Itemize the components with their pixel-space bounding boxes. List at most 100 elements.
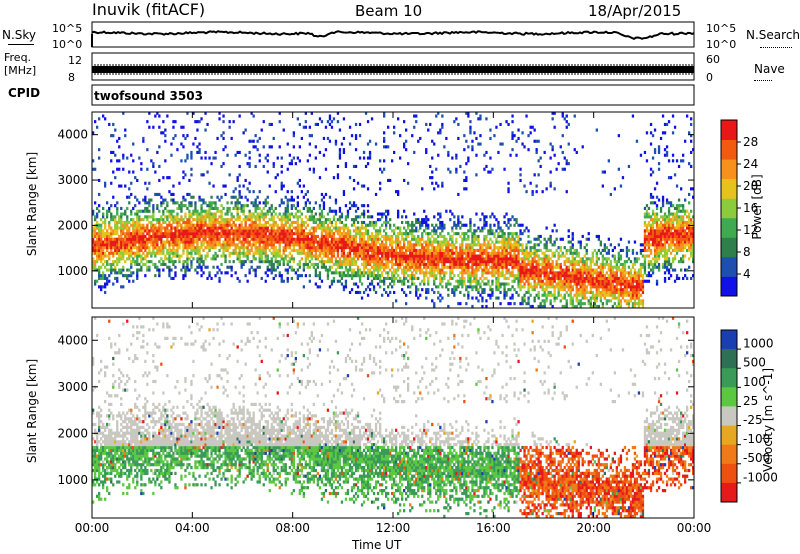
power-cell (140, 223, 143, 227)
power-cell (200, 156, 203, 160)
power-cell (511, 293, 514, 297)
power-cell (334, 142, 338, 146)
power-cell (144, 209, 147, 213)
power-cell (481, 248, 484, 252)
power-cell (387, 145, 390, 149)
power-cell (92, 265, 95, 269)
power-cell (310, 134, 313, 138)
power-cell (499, 122, 502, 126)
power-cell (136, 237, 139, 241)
power-cell (527, 279, 530, 283)
power-cell (483, 251, 486, 255)
power-cell (525, 257, 528, 261)
power-cell (228, 173, 231, 177)
power-cell (274, 232, 277, 236)
power-cell (314, 229, 317, 233)
power-cell (264, 254, 267, 258)
power-cell (483, 215, 486, 219)
power-cell (525, 248, 528, 252)
power-cell (541, 262, 544, 266)
power-cell (208, 243, 211, 247)
power-cell (284, 218, 287, 222)
power-cell (469, 226, 472, 230)
power-cell (290, 159, 293, 163)
power-cell (336, 176, 340, 180)
power-cell (336, 243, 340, 247)
power-cell (92, 243, 95, 247)
power-cell (314, 240, 317, 244)
power-cell (98, 254, 101, 258)
power-cell (230, 232, 233, 236)
power-cell (453, 243, 456, 247)
power-cell (182, 262, 185, 266)
power-cell (272, 237, 275, 241)
power-cell (360, 220, 364, 224)
power-cell (537, 268, 540, 272)
power-cell (182, 134, 185, 138)
power-cell (469, 128, 472, 132)
power-cell (340, 246, 344, 250)
power-cell (320, 243, 324, 247)
power-cell (348, 176, 352, 180)
power-cell (383, 276, 386, 280)
power-cell (94, 229, 97, 233)
power-cell (389, 226, 392, 230)
power-cell (132, 260, 135, 264)
power-cell (148, 204, 151, 208)
power-cell (322, 260, 326, 264)
power-cell (198, 148, 201, 152)
power-cell (429, 271, 432, 275)
power-cell (336, 260, 340, 264)
power-cell (272, 262, 275, 266)
power-cell (330, 254, 334, 258)
power-cell (188, 240, 191, 244)
power-cell (220, 223, 223, 227)
power-cell (218, 279, 221, 283)
power-cell (368, 139, 372, 143)
power-cell (356, 248, 360, 252)
power-cell (106, 212, 109, 216)
power-cell (376, 274, 380, 278)
power-cell (487, 246, 490, 250)
power-cell (397, 232, 400, 236)
power-cell (525, 276, 528, 280)
power-cell (302, 220, 305, 224)
power-cell (260, 234, 263, 238)
power-cell (387, 262, 390, 266)
power-cell (344, 204, 348, 208)
power-cell (334, 248, 338, 252)
power-cell (352, 164, 356, 168)
power-cell (356, 254, 360, 258)
power-cell (447, 265, 450, 269)
power-cell (342, 223, 346, 227)
power-cell (120, 246, 123, 250)
power-cell (555, 282, 558, 286)
power-cell (499, 257, 502, 261)
power-cell (475, 136, 478, 140)
power-cell (511, 148, 514, 152)
power-cell (549, 257, 552, 261)
power-cell (433, 240, 436, 244)
power-cell (391, 262, 394, 266)
power-cell (463, 257, 466, 261)
power-cell (120, 206, 123, 210)
power-cell (407, 262, 410, 266)
power-cell (477, 257, 480, 261)
power-cell (316, 274, 319, 278)
power-cell (112, 229, 115, 233)
power-cell (212, 215, 215, 219)
power-cell (236, 204, 239, 208)
power-cell (158, 192, 161, 196)
power-cell (116, 159, 119, 163)
power-cell (531, 285, 534, 289)
power-cell (336, 111, 340, 115)
power-cell (513, 243, 516, 247)
power-cell (296, 218, 299, 222)
power-cell (459, 282, 462, 286)
power-cell (385, 234, 388, 238)
power-cell (302, 125, 305, 129)
power-cell (527, 234, 530, 238)
power-cell (232, 120, 235, 124)
power-cell (198, 232, 201, 236)
power-cell (146, 229, 149, 233)
